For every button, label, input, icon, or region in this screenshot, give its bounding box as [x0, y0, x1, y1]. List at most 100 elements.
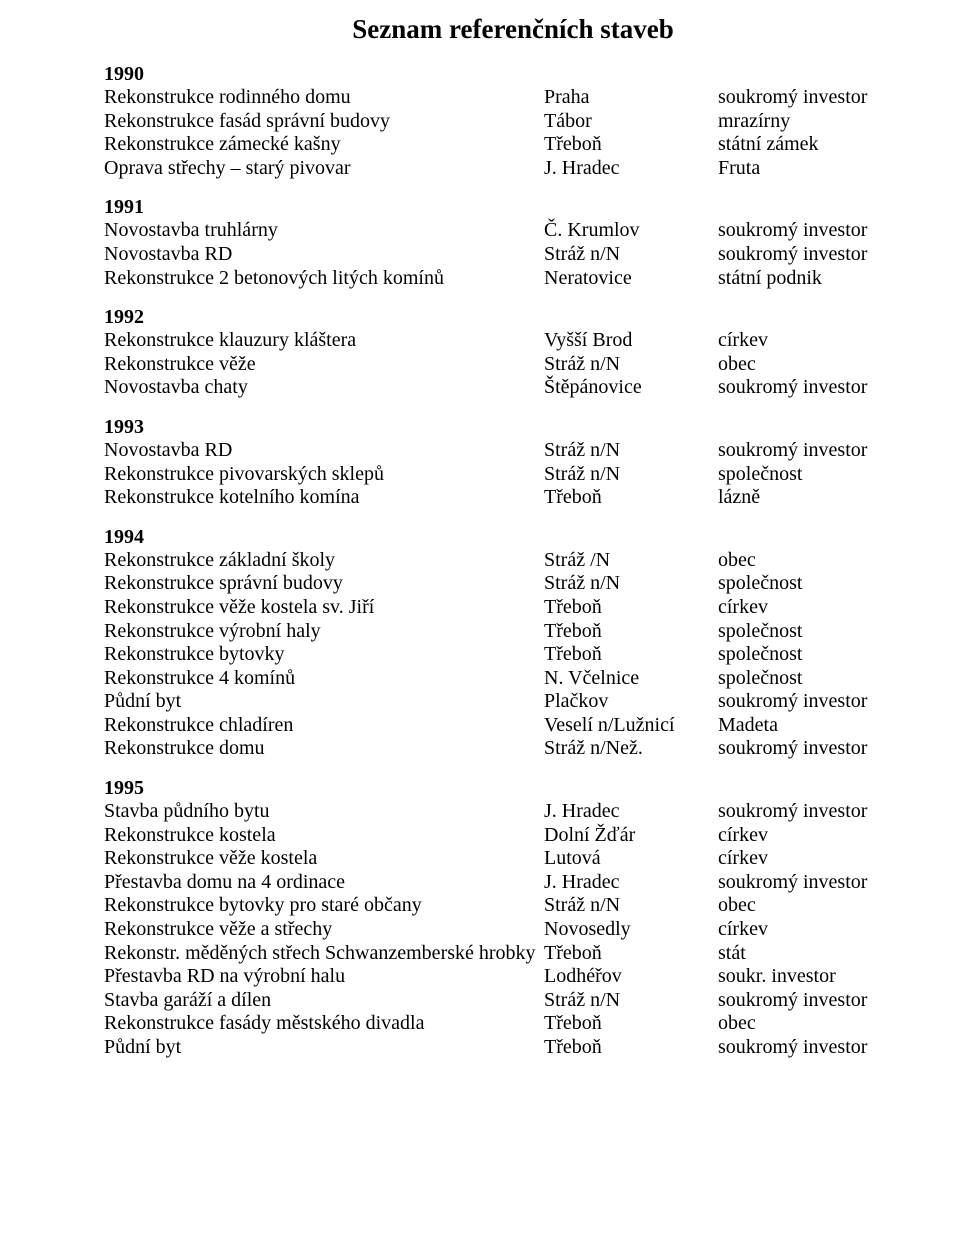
- table-row: Novostavba RDStráž n/Nsoukromý investor: [104, 439, 922, 463]
- table-row: Rekonstrukce 2 betonových litých komínůN…: [104, 267, 922, 291]
- year-heading: 1993: [104, 400, 922, 439]
- table-row: Rekonstrukce bytovky pro staré občanyStr…: [104, 894, 922, 918]
- table-row: Rekonstrukce správní budovyStráž n/Nspol…: [104, 572, 922, 596]
- table-row: Půdní bytTřeboňsoukromý investor: [104, 1036, 922, 1060]
- investor-cell: Madeta: [718, 714, 922, 738]
- location-cell: Třeboň: [544, 643, 718, 667]
- investor-cell: církev: [718, 918, 922, 942]
- description-cell: Rekonstrukce 2 betonových litých komínů: [104, 267, 544, 291]
- location-cell: Č. Krumlov: [544, 219, 718, 243]
- description-cell: Rekonstrukce věže a střechy: [104, 918, 544, 942]
- investor-cell: společnost: [718, 572, 922, 596]
- table-row: Rekonstrukce bytovkyTřeboňspolečnost: [104, 643, 922, 667]
- table-row: Přestavba RD na výrobní haluLodhéřovsouk…: [104, 965, 922, 989]
- location-cell: Stráž n/N: [544, 353, 718, 377]
- investor-cell: soukromý investor: [718, 800, 922, 824]
- location-cell: J. Hradec: [544, 800, 718, 824]
- investor-cell: společnost: [718, 620, 922, 644]
- location-cell: Třeboň: [544, 596, 718, 620]
- investor-cell: soukromý investor: [718, 243, 922, 267]
- table-row: Stavba půdního bytuJ. Hradecsoukromý inv…: [104, 800, 922, 824]
- description-cell: Rekonstrukce pivovarských sklepů: [104, 463, 544, 487]
- description-cell: Přestavba domu na 4 ordinace: [104, 871, 544, 895]
- location-cell: Praha: [544, 86, 718, 110]
- investor-cell: soukromý investor: [718, 1036, 922, 1060]
- location-cell: N. Včelnice: [544, 667, 718, 691]
- table-row: Stavba garáží a dílenStráž n/Nsoukromý i…: [104, 989, 922, 1013]
- location-cell: Plačkov: [544, 690, 718, 714]
- location-cell: Stráž n/N: [544, 463, 718, 487]
- description-cell: Půdní byt: [104, 1036, 544, 1060]
- investor-cell: obec: [718, 894, 922, 918]
- investor-cell: církev: [718, 329, 922, 353]
- description-cell: Rekonstrukce výrobní haly: [104, 620, 544, 644]
- table-row: Rekonstrukce věžeStráž n/Nobec: [104, 353, 922, 377]
- description-cell: Rekonstrukce fasády městského divadla: [104, 1012, 544, 1036]
- description-cell: Rekonstrukce základní školy: [104, 549, 544, 573]
- year-heading: 1991: [104, 180, 922, 219]
- location-cell: Veselí n/Lužnicí: [544, 714, 718, 738]
- table-row: Půdní bytPlačkovsoukromý investor: [104, 690, 922, 714]
- table-row: Oprava střechy – starý pivovarJ. HradecF…: [104, 157, 922, 181]
- year-heading: 1992: [104, 290, 922, 329]
- table-row: Rekonstrukce kostelaDolní Žďárcírkev: [104, 824, 922, 848]
- description-cell: Rekonstrukce věže: [104, 353, 544, 377]
- location-cell: Stráž n/N: [544, 894, 718, 918]
- investor-cell: obec: [718, 353, 922, 377]
- table-row: Rekonstrukce fasád správní budovyTábormr…: [104, 110, 922, 134]
- description-cell: Rekonstrukce zámecké kašny: [104, 133, 544, 157]
- description-cell: Novostavba truhlárny: [104, 219, 544, 243]
- investor-cell: obec: [718, 549, 922, 573]
- investor-cell: soukromý investor: [718, 871, 922, 895]
- description-cell: Novostavba RD: [104, 439, 544, 463]
- investor-cell: soukromý investor: [718, 989, 922, 1013]
- description-cell: Rekonstrukce kotelního komína: [104, 486, 544, 510]
- location-cell: Vyšší Brod: [544, 329, 718, 353]
- investor-cell: státní zámek: [718, 133, 922, 157]
- description-cell: Rekonstrukce správní budovy: [104, 572, 544, 596]
- location-cell: Štěpánovice: [544, 376, 718, 400]
- table-row: Rekonstrukce základní školyStráž /Nobec: [104, 549, 922, 573]
- description-cell: Oprava střechy – starý pivovar: [104, 157, 544, 181]
- location-cell: Stráž n/N: [544, 572, 718, 596]
- description-cell: Stavba půdního bytu: [104, 800, 544, 824]
- investor-cell: Fruta: [718, 157, 922, 181]
- investor-cell: společnost: [718, 643, 922, 667]
- location-cell: Tábor: [544, 110, 718, 134]
- table-row: Novostavba RDStráž n/Nsoukromý investor: [104, 243, 922, 267]
- description-cell: Rekonstrukce bytovky pro staré občany: [104, 894, 544, 918]
- investor-cell: církev: [718, 596, 922, 620]
- location-cell: Stráž n/N: [544, 989, 718, 1013]
- description-cell: Stavba garáží a dílen: [104, 989, 544, 1013]
- investor-cell: církev: [718, 824, 922, 848]
- location-cell: Stráž n/Než.: [544, 737, 718, 761]
- table-row: Novostavba truhlárnyČ. Krumlovsoukromý i…: [104, 219, 922, 243]
- investor-cell: stát: [718, 942, 922, 966]
- location-cell: Třeboň: [544, 942, 718, 966]
- investor-cell: soukromý investor: [718, 86, 922, 110]
- investor-cell: církev: [718, 847, 922, 871]
- table-row: Rekonstrukce 4 komínůN. Včelnicespolečno…: [104, 667, 922, 691]
- description-cell: Rekonstr. měděných střech Schwanzembersk…: [104, 942, 544, 966]
- location-cell: Neratovice: [544, 267, 718, 291]
- table-row: Rekonstrukce klauzury klášteraVyšší Brod…: [104, 329, 922, 353]
- description-cell: Rekonstrukce chladíren: [104, 714, 544, 738]
- description-cell: Přestavba RD na výrobní halu: [104, 965, 544, 989]
- investor-cell: soukromý investor: [718, 439, 922, 463]
- investor-cell: soukromý investor: [718, 219, 922, 243]
- description-cell: Novostavba chaty: [104, 376, 544, 400]
- investor-cell: společnost: [718, 463, 922, 487]
- table-row: Rekonstrukce věže kostelaLutovácírkev: [104, 847, 922, 871]
- location-cell: Stráž n/N: [544, 439, 718, 463]
- investor-cell: soukromý investor: [718, 690, 922, 714]
- table-row: Rekonstrukce domuStráž n/Než.soukromý in…: [104, 737, 922, 761]
- location-cell: Třeboň: [544, 620, 718, 644]
- location-cell: Třeboň: [544, 1036, 718, 1060]
- page-title: Seznam referenčních staveb: [104, 14, 922, 45]
- investor-cell: státní podnik: [718, 267, 922, 291]
- investor-cell: lázně: [718, 486, 922, 510]
- investor-cell: soukromý investor: [718, 737, 922, 761]
- location-cell: Stráž /N: [544, 549, 718, 573]
- description-cell: Rekonstrukce klauzury kláštera: [104, 329, 544, 353]
- location-cell: J. Hradec: [544, 871, 718, 895]
